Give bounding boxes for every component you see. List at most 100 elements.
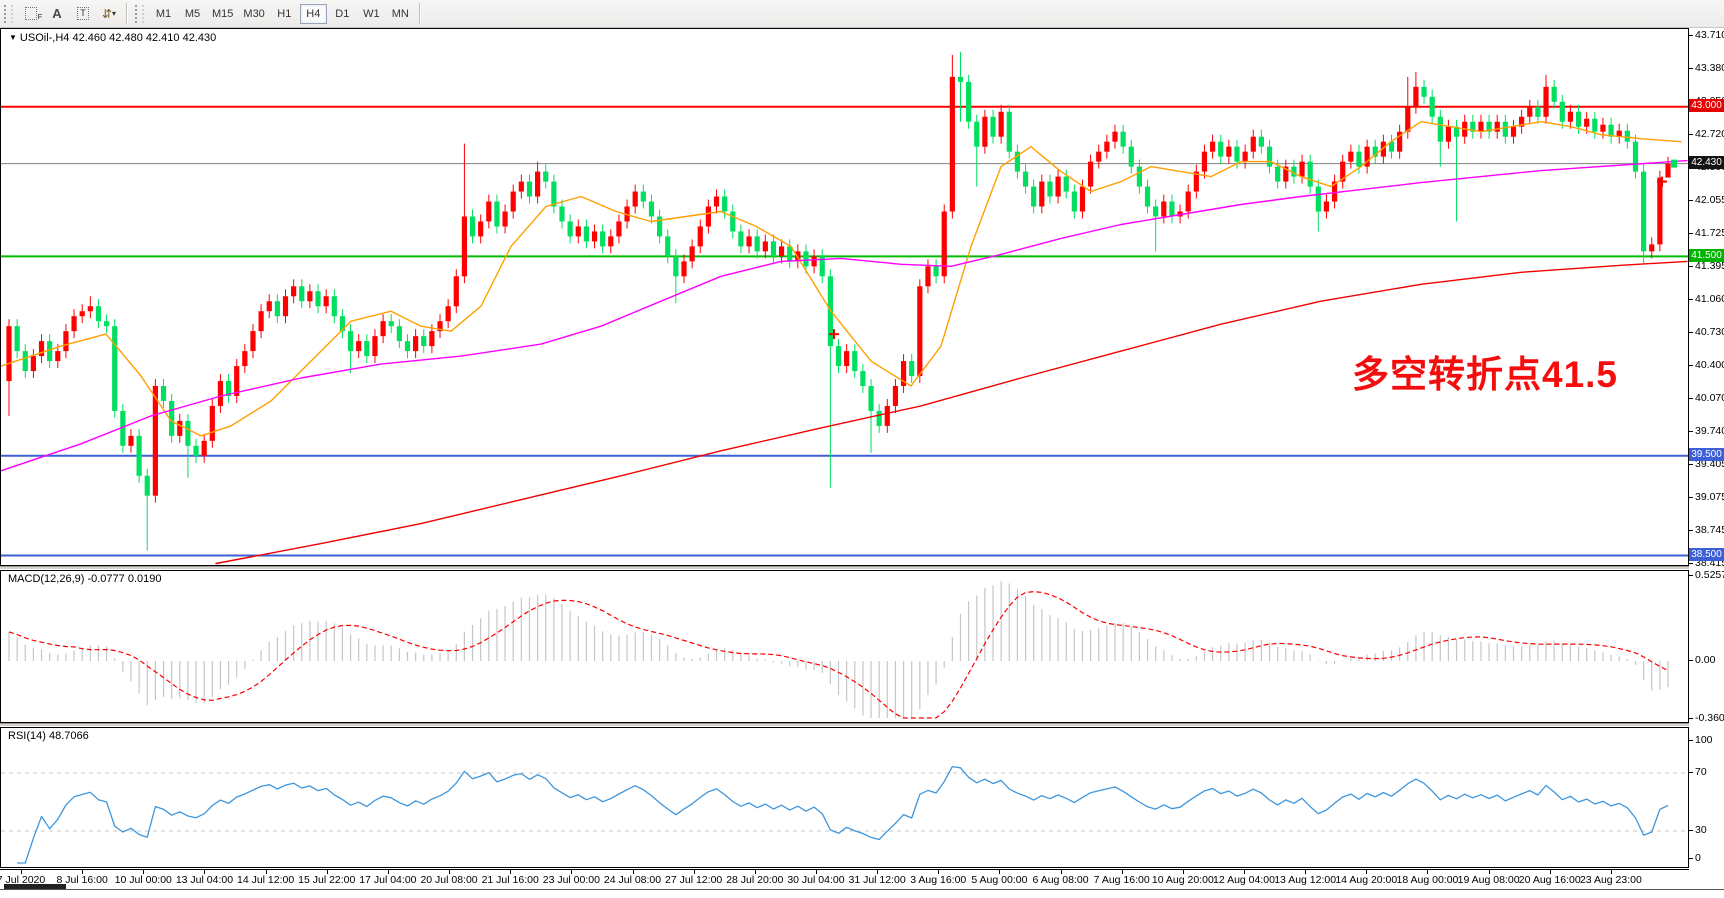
axis-tick <box>1689 430 1693 432</box>
candle-body <box>770 241 777 257</box>
candle-body <box>1445 126 1452 142</box>
macd-chart[interactable] <box>1 571 1688 722</box>
time-label: 28 Jul 20:00 <box>726 874 784 886</box>
candle-body <box>1641 171 1647 252</box>
rsi-chart[interactable] <box>1 728 1688 867</box>
candle-body <box>1266 146 1273 167</box>
candle-body <box>429 331 435 347</box>
timeframe-button-d1[interactable]: D1 <box>329 4 356 24</box>
axis-tick <box>1689 200 1693 202</box>
candle-body <box>583 226 590 242</box>
price-badge-41.500: 41.500 <box>1689 248 1724 262</box>
text-box-icon[interactable]: T <box>70 3 96 24</box>
toolbar: F A T ⇵ ▾ M1 M5 M15 M30 H1 H4 D1 W1 MN <box>0 0 1724 28</box>
candle-body <box>1193 171 1199 192</box>
axis-tick <box>1689 67 1693 69</box>
main-chart-panel[interactable] <box>0 28 1689 566</box>
candle-body <box>1275 166 1281 182</box>
panel-splitter-macd[interactable] <box>0 566 1689 570</box>
candle-body <box>250 331 256 352</box>
price-tick-label: 40.730 <box>1695 326 1724 339</box>
candle-body <box>632 191 638 207</box>
time-tick <box>877 870 879 874</box>
panel-splitter-rsi[interactable] <box>0 723 1689 727</box>
candle-body <box>974 121 980 147</box>
timeframe-button-m1[interactable]: M1 <box>150 4 177 24</box>
candle-body <box>1510 126 1517 137</box>
candle-body <box>1006 111 1012 152</box>
time-tick <box>1610 870 1612 874</box>
candle-body <box>1014 151 1021 172</box>
candle-body <box>396 326 402 342</box>
time-label: 21 Jul 16:00 <box>481 874 539 886</box>
candle-body <box>1584 118 1590 127</box>
time-tick <box>143 870 145 874</box>
time-label: 13 Aug 12:00 <box>1274 874 1337 886</box>
timeframe-button-h1[interactable]: H1 <box>271 4 298 24</box>
time-label: 23 Jul 00:00 <box>542 874 600 886</box>
arrow-objects-icon[interactable]: ⇵ ▾ <box>96 3 122 24</box>
candle-body <box>1478 121 1484 132</box>
candle-body <box>1209 141 1216 152</box>
rsi-panel[interactable] <box>0 727 1689 868</box>
timeframe-button-m5[interactable]: M5 <box>179 4 206 24</box>
candle-body <box>730 211 736 232</box>
candle-body <box>421 336 427 347</box>
candle-body <box>1380 141 1386 157</box>
timeframe-button-w1[interactable]: W1 <box>358 4 385 24</box>
price-axis[interactable]: 43.71043.38043.05042.72042.39042.05541.7… <box>1689 28 1724 869</box>
candle-body <box>356 341 362 352</box>
candle-body <box>469 216 476 237</box>
time-axis[interactable]: 7 Jul 2020 8 Jul 16:00 10 Jul 00:00 13 Jul … <box>0 869 1689 898</box>
candle-body <box>762 241 768 252</box>
candle-body <box>494 201 500 227</box>
time-label: 7 Jul 2020 <box>0 874 46 886</box>
candle-body <box>38 341 45 357</box>
symbol-dropdown-icon[interactable]: ▼ <box>9 33 17 42</box>
candle-body <box>1519 116 1525 127</box>
timeframe-drag-handle[interactable] <box>135 4 144 23</box>
candle-body <box>169 400 175 436</box>
price-badge-42.430: 42.430 <box>1689 156 1724 170</box>
candlestick-chart[interactable] <box>1 29 1688 565</box>
text-label-icon[interactable]: A <box>44 3 70 24</box>
candle-body <box>1136 166 1143 187</box>
macd-panel[interactable] <box>0 570 1689 723</box>
axis-tick <box>1689 830 1693 831</box>
price-badge-38.500: 38.500 <box>1689 548 1724 562</box>
time-tick <box>938 870 940 874</box>
toolbar-drag-handle[interactable] <box>4 4 13 23</box>
timeframe-button-m15[interactable]: M15 <box>208 4 237 24</box>
candle-body <box>453 276 459 307</box>
time-label: 5 Aug 00:00 <box>971 874 1028 886</box>
candle-body <box>713 196 720 207</box>
chart-annotation-text[interactable]: 多空转折点41.5 <box>1352 354 1619 395</box>
candle-body <box>120 410 126 446</box>
time-label: 20 Jul 08:00 <box>420 874 478 886</box>
time-label: 14 Jul 12:00 <box>236 874 295 886</box>
candle-body <box>1112 131 1118 142</box>
time-tick <box>571 870 573 874</box>
price-tick-label: 43.380 <box>1695 61 1724 74</box>
price-tick-label: 42.055 <box>1695 194 1724 207</box>
candle-body <box>1543 86 1549 117</box>
h-scrollbar-thumb[interactable] <box>4 884 66 889</box>
timeframe-button-mn[interactable]: MN <box>387 4 414 24</box>
candle-body <box>1348 151 1354 162</box>
timeframe-button-h4[interactable]: H4 <box>299 3 327 24</box>
candle-body <box>746 236 752 247</box>
candle-body <box>1079 186 1086 212</box>
candle-body <box>1665 163 1671 178</box>
time-tick <box>1366 870 1368 874</box>
chart-grid-f-icon[interactable]: F <box>18 3 44 24</box>
candle-body <box>1364 146 1370 167</box>
candle-body <box>1624 130 1630 142</box>
candle-body <box>1169 201 1175 217</box>
candle-body <box>217 381 224 406</box>
candle-body <box>681 261 687 277</box>
candle-body <box>1502 121 1508 137</box>
timeframe-button-m30[interactable]: M30 <box>239 4 268 24</box>
candle-body <box>1185 191 1191 212</box>
candle-body <box>1527 106 1533 117</box>
candle-body <box>87 306 93 312</box>
